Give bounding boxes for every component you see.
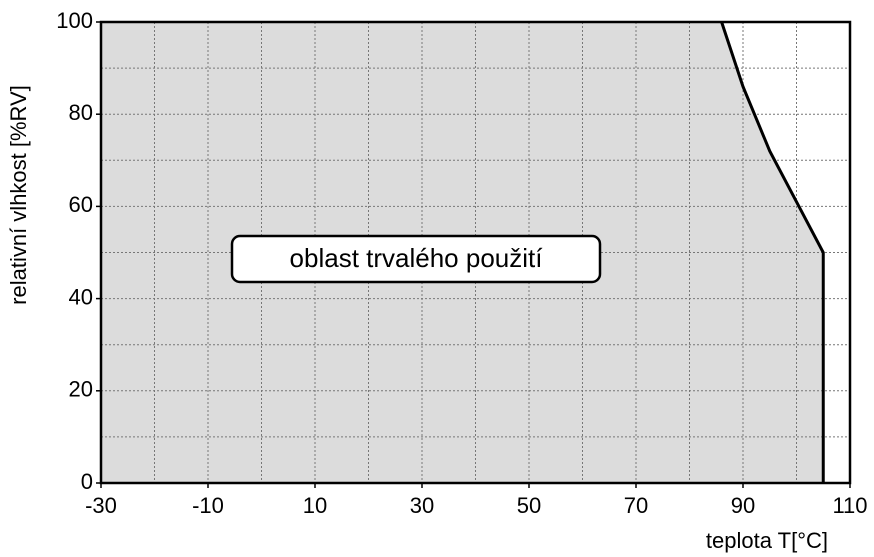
x-tick-label: 10 — [303, 493, 327, 518]
x-tick-label: 110 — [832, 493, 867, 518]
plot-frame — [99, 20, 852, 485]
y-tick-label: 60 — [69, 192, 93, 217]
x-tick-label: 90 — [731, 493, 755, 518]
x-axis-label: teplota T[°C] — [706, 528, 828, 553]
y-axis-label: relativní vlhkost [%RV] — [6, 85, 31, 305]
x-tick-label: -30 — [85, 493, 117, 518]
boundary-line — [720, 21, 825, 483]
annotation-box — [230, 234, 602, 284]
x-tick-label: -10 — [192, 493, 224, 518]
x-tick-label: 50 — [517, 493, 541, 518]
y-tick-label: 40 — [69, 284, 93, 309]
y-tick-label: 20 — [69, 377, 93, 402]
y-tick-label: 100 — [56, 8, 93, 33]
annotation: oblast trvalého použití — [290, 243, 544, 273]
y-tick-label: 0 — [81, 469, 93, 494]
x-tick-label: 30 — [410, 493, 434, 518]
x-tick-label: 70 — [624, 493, 648, 518]
y-tick-label: 80 — [69, 100, 93, 125]
